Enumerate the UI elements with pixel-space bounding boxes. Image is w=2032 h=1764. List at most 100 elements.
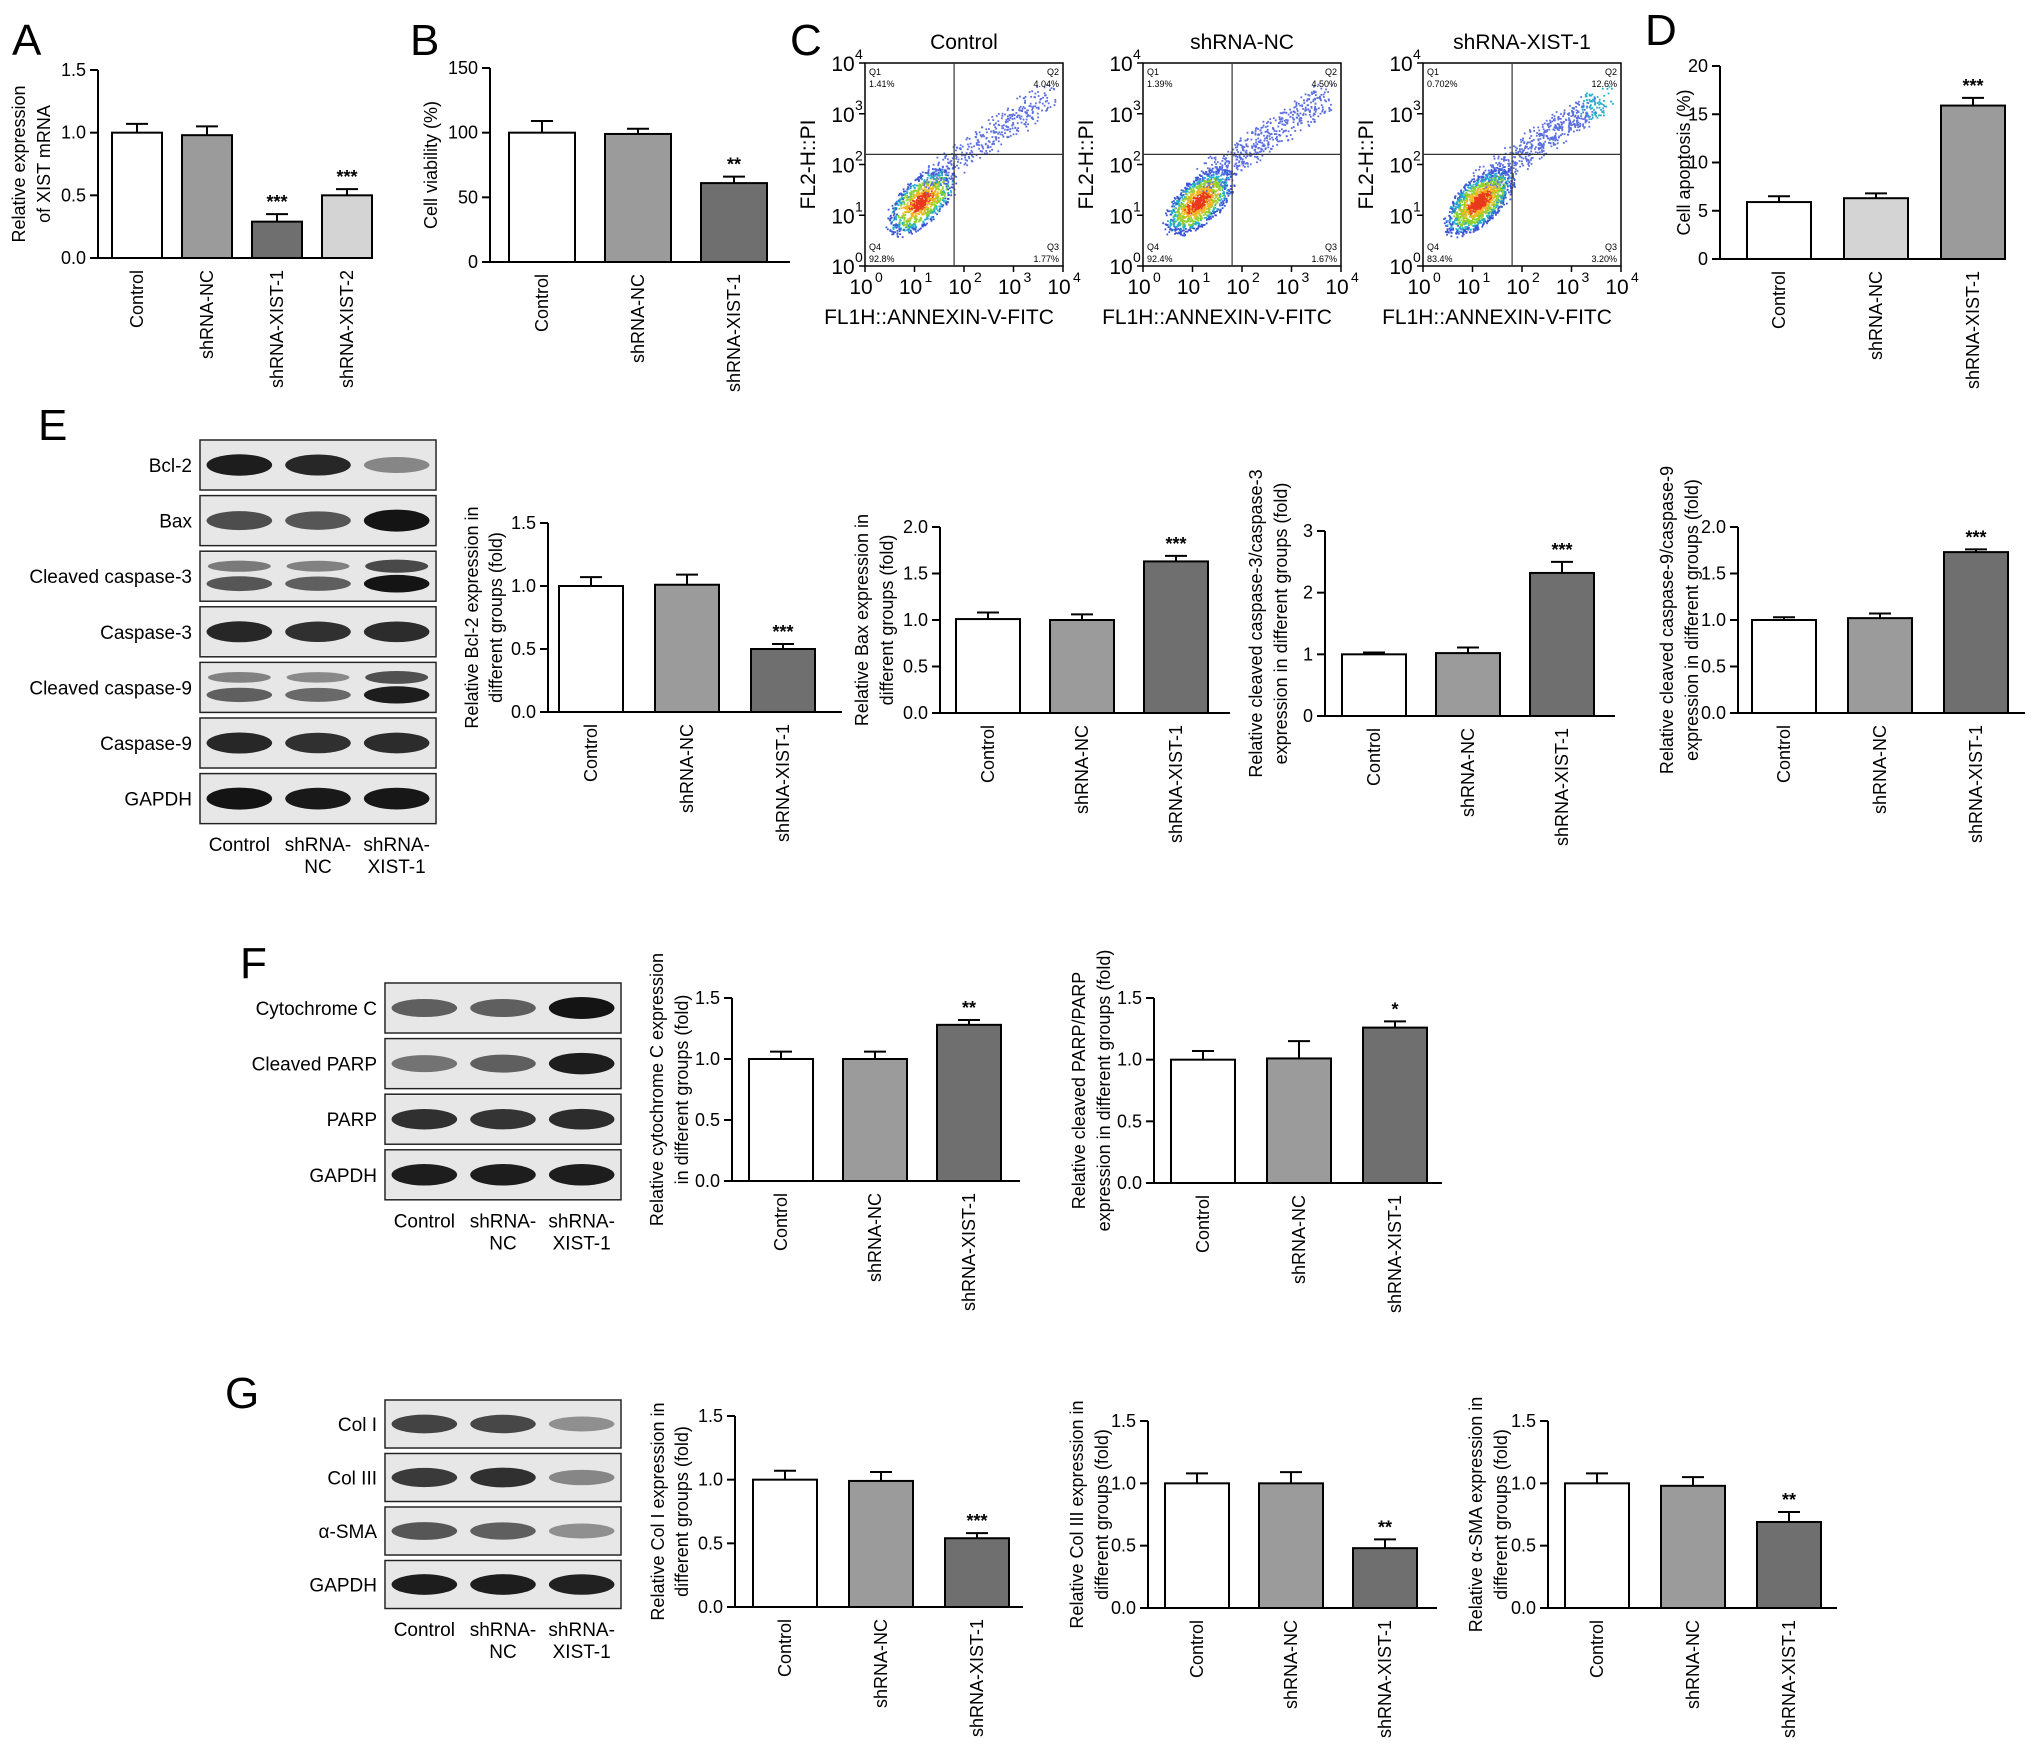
event-dot [1206,195,1209,198]
event-dot [1176,228,1179,231]
event-dot [1272,145,1274,148]
event-dot [1251,147,1254,149]
event-dot [1542,154,1545,157]
event-dot [918,220,920,223]
event-dot [1477,181,1480,184]
event-dot [1274,137,1277,140]
event-dot [1502,166,1505,169]
event-dot [1198,190,1201,193]
event-dot [1203,204,1206,206]
bar [181,134,233,260]
event-dot [1199,183,1202,186]
event-dot [926,195,929,198]
event-dot [1467,184,1470,187]
event-dot [1236,166,1239,169]
event-dot [1169,221,1172,224]
event-dot [897,226,899,228]
event-dot [1024,101,1026,104]
event-dot [951,186,954,189]
event-dot [1002,135,1005,138]
event-dot [1184,230,1187,233]
event-dot [1317,115,1320,118]
event-dot [920,209,923,212]
event-dot [912,223,915,225]
event-dot [1320,99,1322,102]
y-tick-label: 0.5 [903,657,928,677]
event-dot [1509,151,1512,154]
bar [750,648,816,713]
event-dot [1494,177,1496,180]
event-dot [1562,121,1565,124]
event-dot [1191,226,1193,229]
event-dot [1195,186,1198,188]
event-dot [933,171,936,174]
event-dot [1578,117,1581,120]
event-dot [993,131,996,134]
event-dot [1455,216,1458,219]
event-dot [936,174,939,177]
event-dot [909,209,912,212]
event-dot [1577,121,1580,124]
event-dot [925,202,928,205]
event-dot [983,152,986,155]
event-dot [1195,213,1198,216]
event-dot [1026,109,1028,112]
event-dot [912,189,915,192]
event-dot [890,222,893,225]
event-dot [1308,111,1311,113]
event-dot [931,203,933,206]
event-dot [1315,108,1318,111]
category-label: shRNA-XIST-1 [1166,725,1186,843]
event-dot [1194,176,1197,179]
event-dot [1598,103,1601,106]
event-dot [1325,100,1327,103]
event-dot [1221,200,1224,203]
event-dot [1227,164,1229,167]
event-dot [1215,166,1218,168]
event-dot [1560,134,1562,137]
category-label: shRNA-XIST-1 [1375,1620,1395,1738]
event-dot [1456,197,1459,200]
event-dot [1248,151,1251,154]
flow-y-label: FL2-H::PI [797,120,820,210]
bar [1049,619,1115,714]
event-dot [1266,122,1268,125]
q2-label: Q2 [1047,67,1059,77]
event-dot [1483,222,1485,224]
event-dot [944,192,947,194]
event-dot [1263,139,1266,142]
event-dot [1327,91,1329,93]
event-dot [1241,160,1244,163]
event-dot [961,151,964,154]
event-dot [1490,174,1492,177]
event-dot [1306,99,1308,102]
event-dot [1278,118,1281,121]
event-dot [893,216,896,219]
event-dot [927,198,929,201]
event-dot [927,182,930,185]
event-dot [1457,232,1460,235]
event-dot [911,193,914,196]
event-dot [1027,123,1030,126]
event-dot [1189,224,1192,227]
event-dot [939,174,942,177]
event-dot [1472,228,1475,231]
event-dot [1314,105,1317,108]
event-dot [1501,196,1504,198]
event-dot [917,193,920,196]
event-dot [1516,170,1519,172]
event-dot [1034,122,1037,125]
event-dot [1539,134,1542,137]
event-dot [1191,208,1194,211]
event-dot [981,135,984,137]
event-dot [1186,193,1189,196]
event-dot [1497,207,1500,210]
event-dot [1513,162,1516,164]
event-dot [1196,216,1199,219]
significance-marker: *** [266,192,287,212]
event-dot [935,188,938,191]
event-dot [1522,157,1525,160]
event-dot [919,202,922,205]
event-dot [1238,164,1241,167]
event-dot [937,192,940,195]
